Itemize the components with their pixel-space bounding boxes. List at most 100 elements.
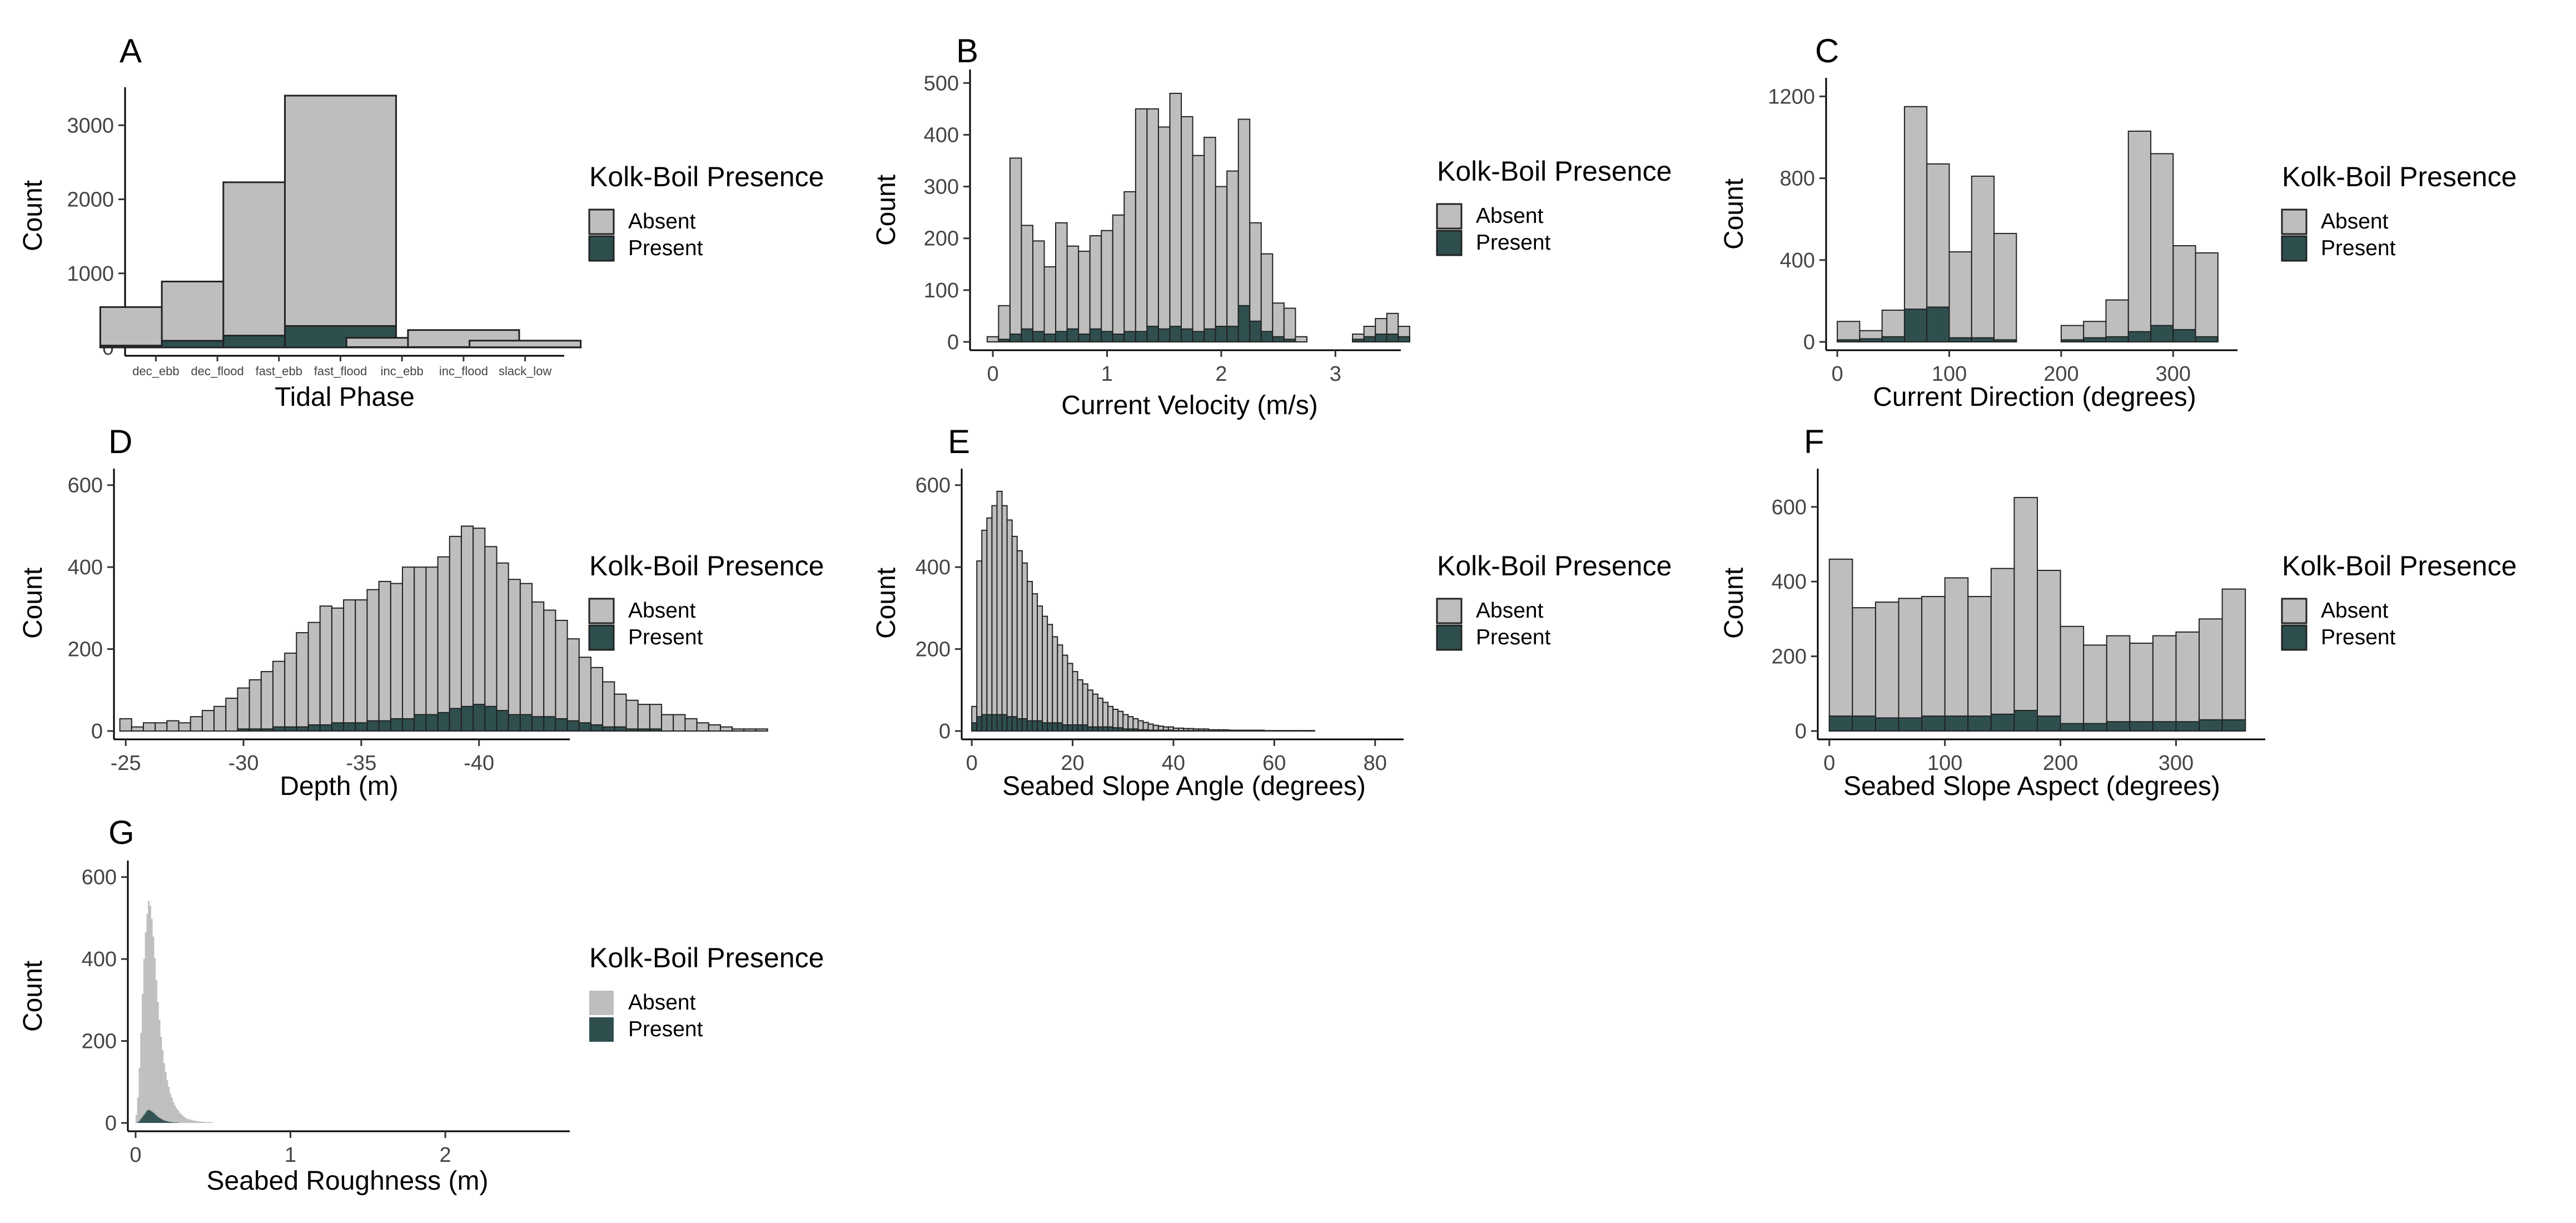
bar-present [2127,331,2152,342]
bar-absent [1208,729,1215,732]
y-tick-label: 800 [1780,167,1815,191]
bar-present [1009,334,1022,343]
bar-present [1107,726,1114,732]
bar-present [1055,331,1068,343]
y-tick-label: 600 [1772,496,1807,519]
bar-present [460,705,474,732]
legend-key-present [1436,624,1463,651]
bar-absent [1837,321,1861,343]
x-tick-label: -30 [228,752,259,775]
bar-absent [145,932,147,1123]
bar-present [1032,331,1045,343]
bar-absent [160,1037,162,1123]
bar-present [165,1121,167,1123]
bar-present [981,714,988,732]
y-tick-label: 0 [1795,720,1807,743]
legend-key-absent [2281,598,2308,624]
bar-present [2195,336,2219,342]
bar-absent [508,579,521,732]
bar-present [166,1121,168,1123]
legend: Kolk-Boil Presence Absent Present [2281,161,2517,262]
bar-absent [743,728,757,732]
legend-label-present: Present [2321,625,2396,649]
bar-absent [2221,588,2246,732]
bar-present [976,716,983,732]
bar-absent [976,560,983,732]
bar-absent [166,1080,168,1123]
bar-absent [637,704,650,732]
x-tick-label: 20 [1061,752,1084,775]
bar-present [1123,331,1136,343]
bar-absent [2199,618,2223,732]
bar-present [508,714,521,732]
bar-present [555,718,568,732]
legend-label-absent: Absent [2321,210,2389,233]
x-tick-label: 100 [1927,752,1962,775]
bar-absent [1016,550,1023,732]
legend-key-present [588,235,615,262]
bar-present [366,720,380,732]
bar-absent [296,632,309,732]
bar-present [2152,721,2177,732]
bar-absent [284,652,297,732]
bar-present [170,1122,171,1123]
legend: Kolk-Boil Presence Absent Present [588,161,824,262]
bar-present [566,720,580,732]
bar-present [1127,728,1134,732]
bar-present [331,722,345,732]
bar-absent [1215,186,1228,342]
bar-present [425,714,439,732]
x-tick-label: slack_low [499,364,551,378]
bar-absent [1037,605,1043,732]
y-tick-label: 0 [91,720,103,743]
bar-absent [319,605,332,732]
bar-absent [272,660,286,732]
legend-key-present [589,1017,614,1042]
bar-absent [1903,106,1928,343]
legend-title: Kolk-Boil Presence [1437,156,1672,187]
panel-label: B [956,32,978,69]
bar-present [1087,726,1093,732]
bar-present [307,724,321,732]
bar-present [1352,339,1365,343]
bar-present [157,1116,159,1123]
bar-present [2106,721,2131,732]
bar-absent [1082,683,1088,732]
y-tick-label: 200 [82,1030,117,1053]
bar-absent [177,1110,179,1123]
bar-present [148,1110,150,1123]
bar-absent [150,906,151,1123]
bar-present [390,718,404,732]
bar-absent [402,566,415,732]
bar-present [986,714,993,732]
x-axis-title: Current Velocity (m/s) [1061,391,1317,420]
bar-present [1948,337,1972,343]
bar-present [1837,339,1861,343]
bar-present [1037,720,1043,732]
bar-absent [1042,615,1048,732]
legend-key-absent [2281,208,2308,235]
bar-absent [190,716,203,732]
bar-present [1089,328,1102,343]
bar-absent [1299,730,1305,732]
bar-absent [186,1118,188,1123]
bar-absent [2152,635,2177,732]
bar-absent [1055,222,1068,342]
x-tick-label: 40 [1162,752,1185,775]
bar-absent [1087,689,1093,732]
x-tick-label: 2 [1215,362,1227,386]
y-tick-label: 0 [947,331,959,354]
bar-present [2129,721,2154,732]
bar-absent [165,1071,167,1123]
legend-key-present [1436,230,1463,256]
bar-absent [1248,729,1255,732]
bar-absent [991,505,998,732]
x-tick-label: 3 [1330,362,1341,386]
bar-present [355,722,368,732]
bar-present [1147,729,1154,732]
bar-absent [142,722,156,732]
bar-absent [1135,108,1148,342]
bar-absent [519,583,533,732]
y-axis-title: Count [1719,178,1749,250]
